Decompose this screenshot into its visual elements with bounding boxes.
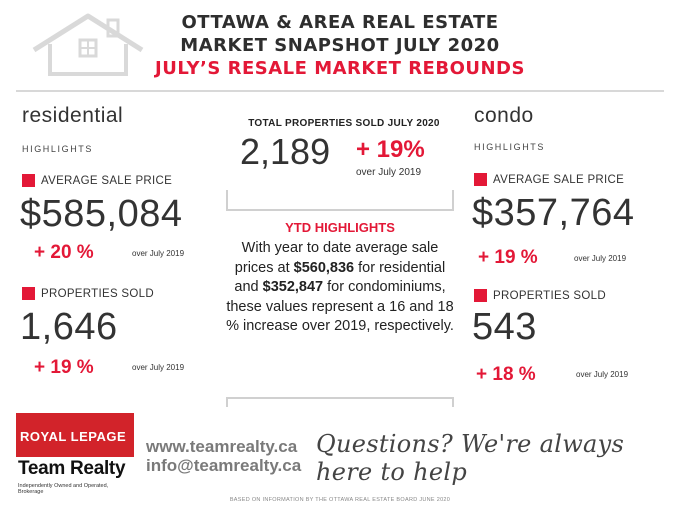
condo-avg-label-text: AVERAGE SALE PRICE xyxy=(493,173,625,186)
residential-avg-note: over July 2019 xyxy=(132,249,185,258)
red-square-icon xyxy=(474,289,487,302)
logo-red-band xyxy=(16,413,134,457)
red-square-icon xyxy=(474,173,487,186)
ytd-title: YTD HIGHLIGHTS xyxy=(285,220,395,235)
ytd-text-3: for condominiums, these values represent… xyxy=(226,279,454,334)
header-headline: JULY’S RESALE MARKET REBOUNDS xyxy=(155,58,525,79)
box-line-top xyxy=(226,209,454,211)
condo-sold-note: over July 2019 xyxy=(576,370,629,379)
logo-tagline: Independently Owned and Operated, Broker… xyxy=(18,483,109,495)
total-sold-heading: TOTAL PROPERTIES SOLD JULY 2020 xyxy=(248,118,440,129)
residential-avg-label-text: AVERAGE SALE PRICE xyxy=(41,174,173,187)
royal-lepage-logo: ROYAL LEPAGE Team Realty Independently O… xyxy=(16,413,134,495)
residential-sold-label-text: PROPERTIES SOLD xyxy=(41,287,154,300)
box-line-bottom xyxy=(226,397,454,399)
condo-sold-value: 543 xyxy=(472,306,537,348)
residential-sold-note: over July 2019 xyxy=(132,363,185,372)
condo-sold-label-text: PROPERTIES SOLD xyxy=(493,289,606,302)
condo-avg-value: $357,764 xyxy=(472,192,635,234)
header-title-line1: OTTAWA & AREA REAL ESTATE xyxy=(181,12,499,33)
source-note: BASED ON INFORMATION BY THE OTTAWA REAL … xyxy=(229,497,451,503)
box-line-right-bottom xyxy=(452,397,454,407)
condo-title: condo xyxy=(474,104,534,127)
red-square-icon xyxy=(22,287,35,300)
total-sold-value: 2,189 xyxy=(240,131,331,172)
ytd-condo-price: $352,847 xyxy=(262,279,324,295)
condo-sold-change: + 18 % xyxy=(476,364,536,385)
email-link[interactable]: info@teamrealty.ca xyxy=(146,456,302,475)
ytd-text-2: for residential and xyxy=(234,259,446,296)
residential-avg-value: $585,084 xyxy=(20,193,183,235)
logo-brand-name: ROYAL LEPAGE xyxy=(20,429,127,444)
condo-avg-note: over July 2019 xyxy=(574,254,627,263)
residential-avg-label: AVERAGE SALE PRICE xyxy=(22,174,172,187)
red-square-icon xyxy=(22,174,35,187)
header-divider xyxy=(16,90,664,92)
total-sold-change: + 19% xyxy=(356,136,425,163)
condo-subtitle: HIGHLIGHTS xyxy=(474,142,546,152)
residential-avg-change: + 20 % xyxy=(34,242,94,263)
residential-sold-label: PROPERTIES SOLD xyxy=(22,287,154,300)
ytd-body: With year to date average sale prices at… xyxy=(226,239,454,337)
header-title-line2: MARKET SNAPSHOT JULY 2020 xyxy=(180,35,500,56)
residential-sold-change: + 19 % xyxy=(34,357,94,378)
logo-team-name: Team Realty xyxy=(18,458,126,479)
residential-subtitle: HIGHLIGHTS xyxy=(22,144,94,154)
questions-tagline: Questions? We're always here to help xyxy=(316,430,625,486)
box-line-left-top xyxy=(226,190,228,210)
residential-sold-value: 1,646 xyxy=(20,306,118,348)
condo-avg-change: + 19 % xyxy=(478,247,538,268)
box-line-left-bottom xyxy=(226,397,228,407)
residential-title: residential xyxy=(22,104,124,127)
house-outline-icon xyxy=(32,13,144,76)
ytd-residential-price: $560,836 xyxy=(293,259,355,276)
box-line-right-top xyxy=(452,190,454,210)
condo-sold-label: PROPERTIES SOLD xyxy=(474,289,606,302)
website-link[interactable]: www.teamrealty.ca xyxy=(146,437,298,456)
condo-avg-label: AVERAGE SALE PRICE xyxy=(474,173,624,186)
total-sold-note: over July 2019 xyxy=(356,167,422,178)
ytd-text-1: With year to date average sale prices at xyxy=(234,240,439,276)
